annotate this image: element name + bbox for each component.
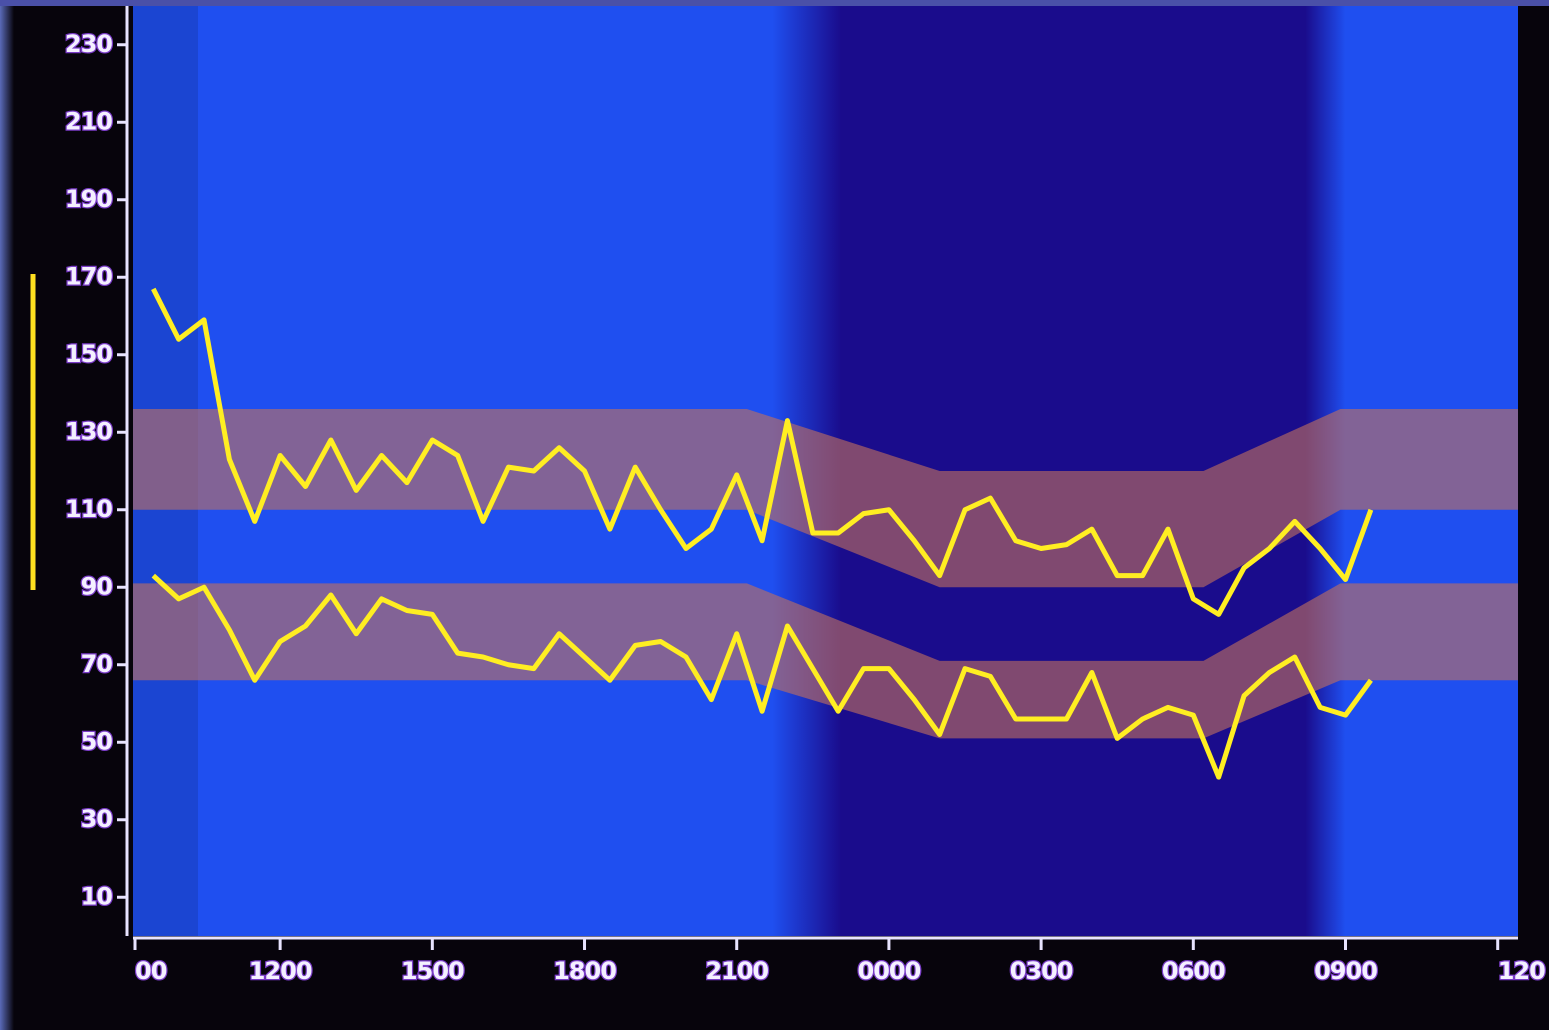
frame-top	[0, 0, 1549, 6]
y-tick-label: 30	[81, 805, 113, 833]
x-tick-label: 2100	[705, 957, 768, 985]
normal-band	[133, 583, 1518, 739]
x-tick-label: 0000	[858, 957, 921, 985]
y-tick-label: 70	[81, 650, 113, 678]
y-tick-label: 110	[65, 495, 112, 523]
y-tick-label: 210	[65, 107, 112, 135]
x-tick-label: 0900	[1314, 957, 1377, 985]
x-tick-label: 00	[135, 957, 167, 985]
y-tick-label: 90	[81, 572, 113, 600]
series-line	[151, 573, 1373, 780]
y-tick-label: 150	[65, 340, 112, 368]
y-tick-label: 230	[65, 30, 112, 58]
y-tick-label: 170	[65, 262, 112, 290]
x-tick-label: 1800	[553, 957, 616, 985]
y-tick-label: 10	[81, 882, 113, 910]
series-line	[151, 287, 1374, 617]
y-tick-label: 50	[81, 727, 113, 755]
x-tick-label: 0600	[1162, 957, 1225, 985]
x-tick-label: 1200	[249, 957, 312, 985]
x-tick-label: 1500	[401, 957, 464, 985]
frame-edge	[0, 0, 14, 1030]
x-tick-label: 0300	[1010, 957, 1073, 985]
x-tick-label: 120	[1498, 957, 1545, 985]
y-tick-label: 130	[65, 417, 112, 445]
y-tick-label: 190	[65, 185, 112, 213]
